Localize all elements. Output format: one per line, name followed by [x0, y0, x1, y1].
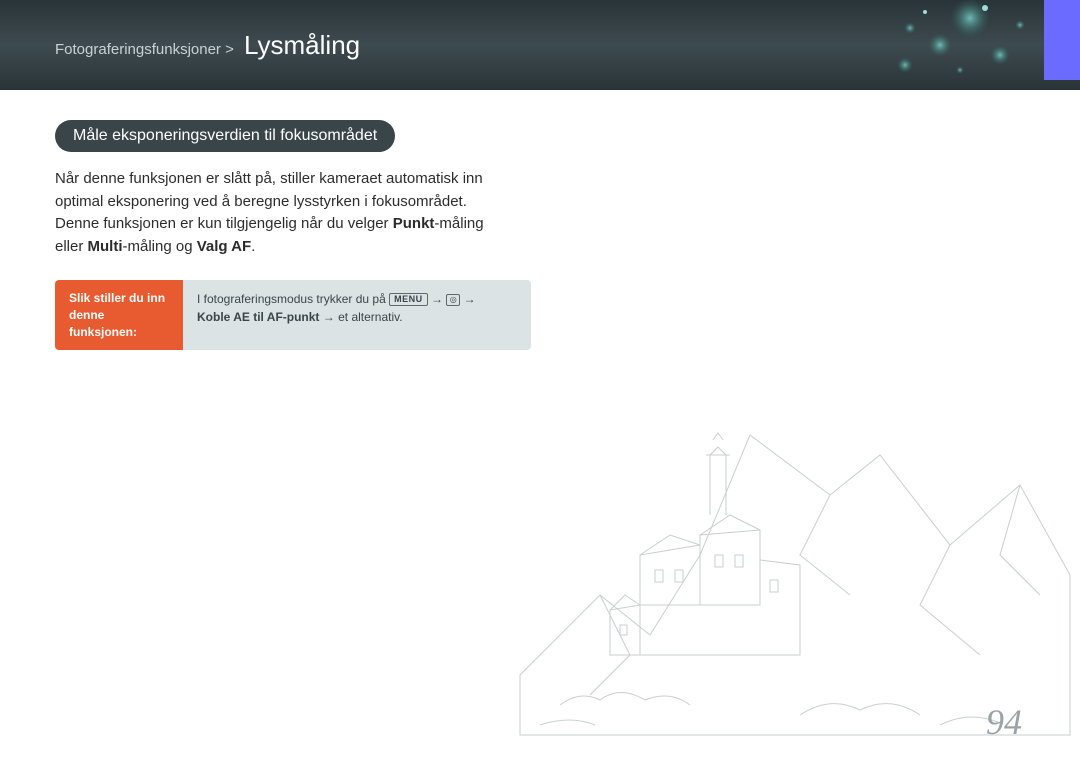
- breadcrumb: Fotograferingsfunksjoner > Lysmåling: [55, 30, 360, 61]
- content-column: Måle eksponeringsverdien til fokusområde…: [0, 90, 560, 350]
- side-tab[interactable]: [1044, 0, 1080, 80]
- page-number: 94: [986, 701, 1022, 743]
- body-bold-multi: Multi: [88, 238, 123, 255]
- body-bold-valgaf: Valg AF: [197, 238, 251, 255]
- header-bar: Fotograferingsfunksjoner > Lysmåling: [0, 0, 1080, 90]
- instruction-right: I fotograferingsmodus trykker du på MENU…: [183, 280, 531, 350]
- camera-icon: ◎: [446, 294, 460, 306]
- body-paragraph: Når denne funksjonen er slått på, stille…: [55, 168, 505, 258]
- landscape-illustration: [500, 395, 1080, 745]
- arrow-icon: →: [431, 292, 443, 306]
- body-text-part: .: [251, 238, 255, 255]
- body-bold-punkt: Punkt: [393, 215, 435, 232]
- instruction-box: Slik stiller du inn denne funksjonen: I …: [55, 280, 531, 350]
- instruction-left-line1: Slik stiller du inn: [69, 291, 165, 305]
- breadcrumb-prefix: Fotograferingsfunksjoner >: [55, 41, 234, 58]
- breadcrumb-current: Lysmåling: [244, 30, 360, 60]
- instruction-right-prefix: I fotograferingsmodus trykker du på: [197, 292, 389, 306]
- instruction-bold-koble: Koble AE til AF-punkt: [197, 310, 319, 324]
- header-sparkle-decor: [850, 0, 1050, 90]
- section-pill: Måle eksponeringsverdien til fokusområde…: [55, 120, 395, 152]
- menu-icon: MENU: [389, 293, 428, 306]
- instruction-left: Slik stiller du inn denne funksjonen:: [55, 280, 183, 350]
- instruction-left-line2: denne funksjonen:: [69, 308, 137, 339]
- instruction-right-tail: → et alternativ.: [319, 310, 402, 324]
- body-text-part: -måling og: [123, 238, 197, 255]
- arrow-icon: →: [464, 292, 476, 306]
